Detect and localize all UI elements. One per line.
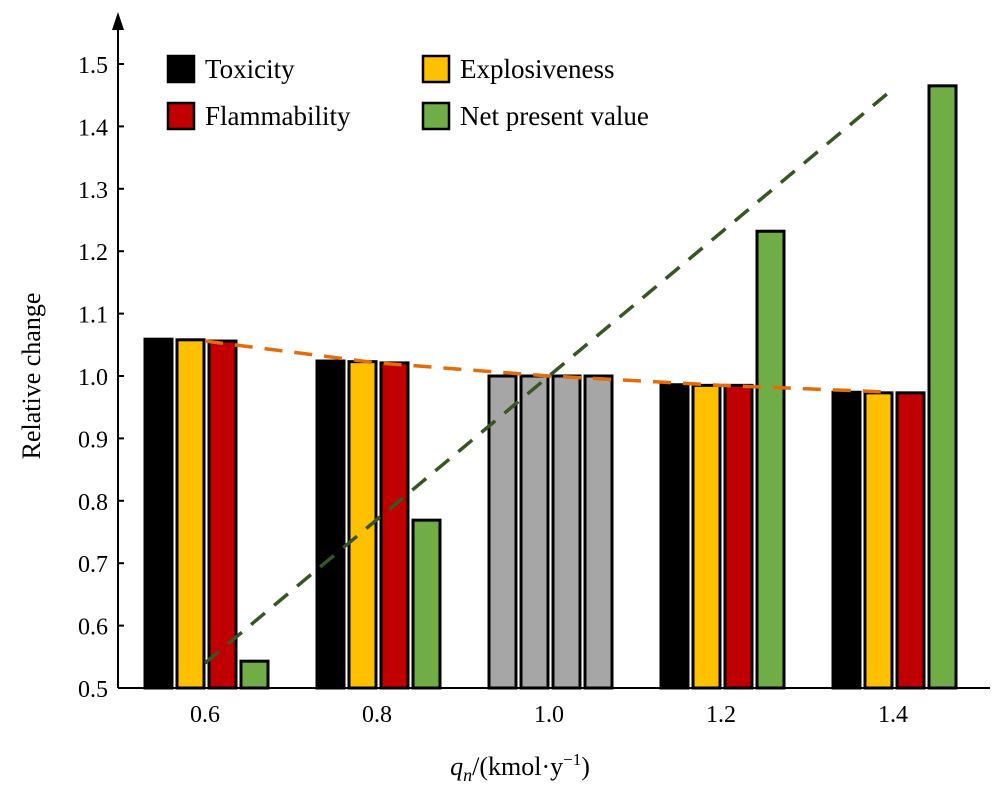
bar-flammability-1.0 [551,374,582,690]
bar-net-present-value-0.8 [411,518,442,690]
bar-explosiveness-1.4 [863,391,894,690]
bar-toxicity-0.8 [315,359,346,690]
y-tick-label: 1.0 [78,365,108,391]
x-tick-label: 1.0 [534,702,564,728]
bar-flammability-1.2 [723,383,754,690]
y-ticks: 0.5 0.6 0.7 0.8 0.9 1.0 1.1 1.2 1.3 1.4 1.5 [78,53,124,703]
bar-net-present-value-1.4 [927,84,958,690]
bar-net-present-value-0.6 [239,659,270,690]
legend-swatch [166,54,196,84]
bar-toxicity-1.4 [831,390,862,690]
legend-swatch [166,101,196,131]
legend-label: Explosiveness [460,54,615,84]
legend-swatch [421,54,451,84]
trendlines [203,87,895,665]
y-tick-label: 0.7 [78,552,108,578]
y-tick-label: 0.5 [78,677,108,703]
x-tick-label: 0.6 [190,702,220,728]
bar-toxicity-0.6 [143,337,174,690]
legend: Toxicity Explosiveness Flammability Net pre… [166,54,649,131]
y-axis-label: Relative change [17,293,46,460]
legend-swatch [421,101,451,131]
x-tick-label: 1.4 [878,702,908,728]
bar-flammability-0.8 [379,361,410,690]
legend-label: Net present value [460,101,649,131]
y-axis-arrow-icon [112,12,124,30]
legend-label: Toxicity [205,54,295,84]
bar-explosiveness-1.2 [691,383,722,690]
bar-toxicity-1.2 [659,383,690,690]
bars [143,84,958,690]
bar-flammability-0.6 [207,339,238,690]
x-ticks: 0.6 0.8 1.0 1.2 1.4 [190,702,908,728]
x-axis-label: qn/(kmol·y−1) [450,750,590,785]
x-tick-label: 1.2 [706,702,736,728]
bar-net-present-value-1.2 [755,229,786,690]
x-tick-label: 0.8 [362,702,392,728]
bar-explosiveness-1.0 [519,374,550,690]
y-tick-label: 1.5 [78,53,108,79]
bar-explosiveness-0.6 [175,338,206,690]
y-tick-label: 1.2 [78,240,108,266]
bar-flammability-1.4 [895,391,926,690]
legend-label: Flammability [205,101,351,131]
y-tick-label: 1.4 [78,115,108,141]
y-tick-label: 1.3 [78,178,108,204]
axes [112,12,990,689]
trendline-0 [204,339,894,394]
y-tick-label: 0.9 [78,427,108,453]
y-tick-label: 1.1 [78,303,108,329]
y-tick-label: 0.8 [78,490,108,516]
bar-net-present-value-1.0 [583,374,614,690]
y-tick-label: 0.6 [78,615,108,641]
